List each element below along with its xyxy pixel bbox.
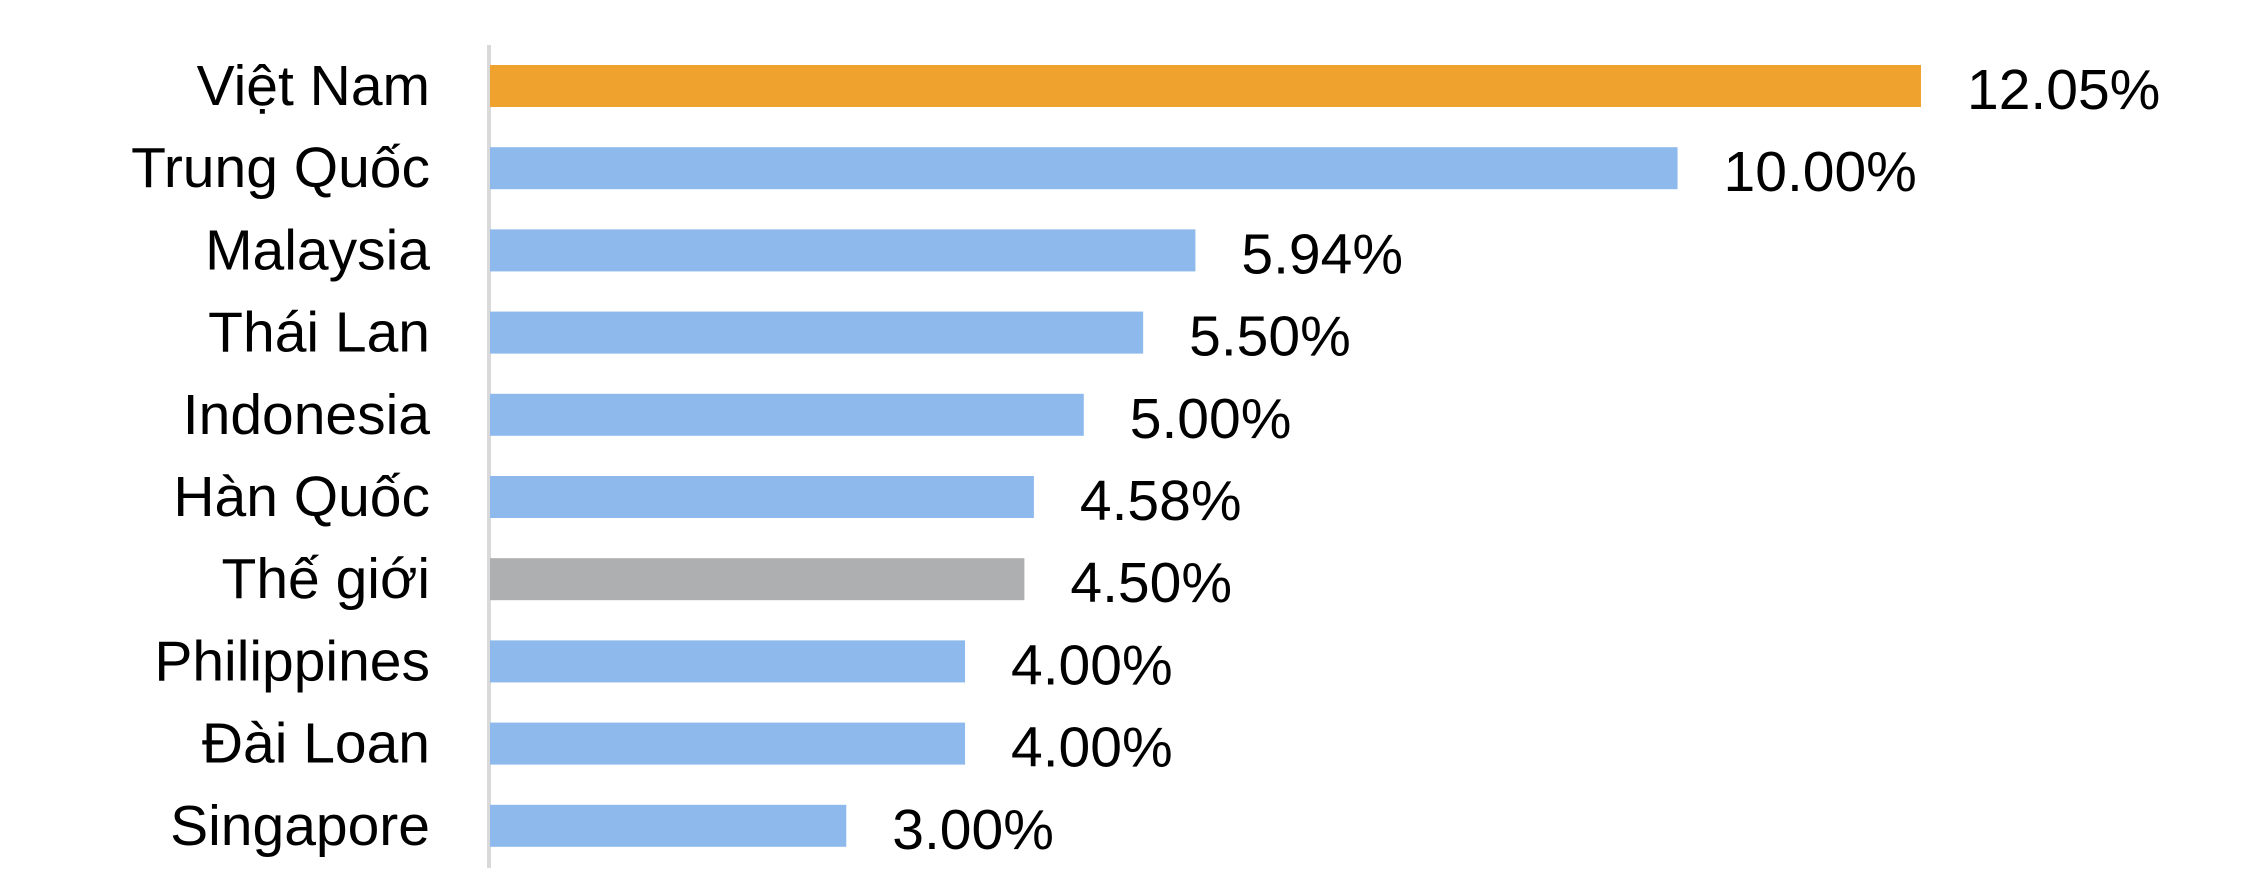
value-label-3: 5.50% [1189,305,1351,369]
category-label-0: Việt Nam [197,54,430,118]
value-labels-group: 12.05% 10.00% 5.94% 5.50% 5.00% 4.58% 4.50% 4.0… [892,58,2160,862]
category-label-8: Đài Loan [202,712,430,776]
category-label-5: Hàn Quốc [173,465,430,529]
bar-1 [490,147,1678,190]
category-label-7: Philippines [154,629,430,693]
category-label-2: Malaysia [205,218,430,282]
category-label-4: Indonesia [183,383,431,447]
value-label-6: 4.50% [1070,551,1232,615]
bars-group [490,65,1921,847]
bar-2 [490,229,1196,272]
value-label-2: 5.94% [1241,222,1403,286]
category-labels-group: Việt Nam Trung Quốc Malaysia Thái Lan Indone… [131,54,430,858]
category-label-6: Thế giới [222,547,430,611]
value-label-9: 3.00% [892,798,1054,862]
value-label-7: 4.00% [1011,633,1173,697]
bar-7 [490,640,966,683]
bar-6 [490,558,1025,601]
bar-5 [490,476,1034,518]
bar-8 [490,722,966,765]
value-label-4: 5.00% [1130,387,1292,451]
bar-9 [490,804,847,847]
bar-0 [490,65,1921,107]
value-label-1: 10.00% [1724,140,1917,204]
value-label-8: 4.00% [1011,716,1173,780]
category-label-9: Singapore [170,794,430,858]
bar-4 [490,393,1084,436]
category-label-1: Trung Quốc [131,136,430,200]
value-label-5: 4.58% [1080,469,1242,533]
value-label-0: 12.05% [1967,58,2160,122]
category-label-3: Thái Lan [208,301,430,365]
bar-3 [490,311,1144,354]
